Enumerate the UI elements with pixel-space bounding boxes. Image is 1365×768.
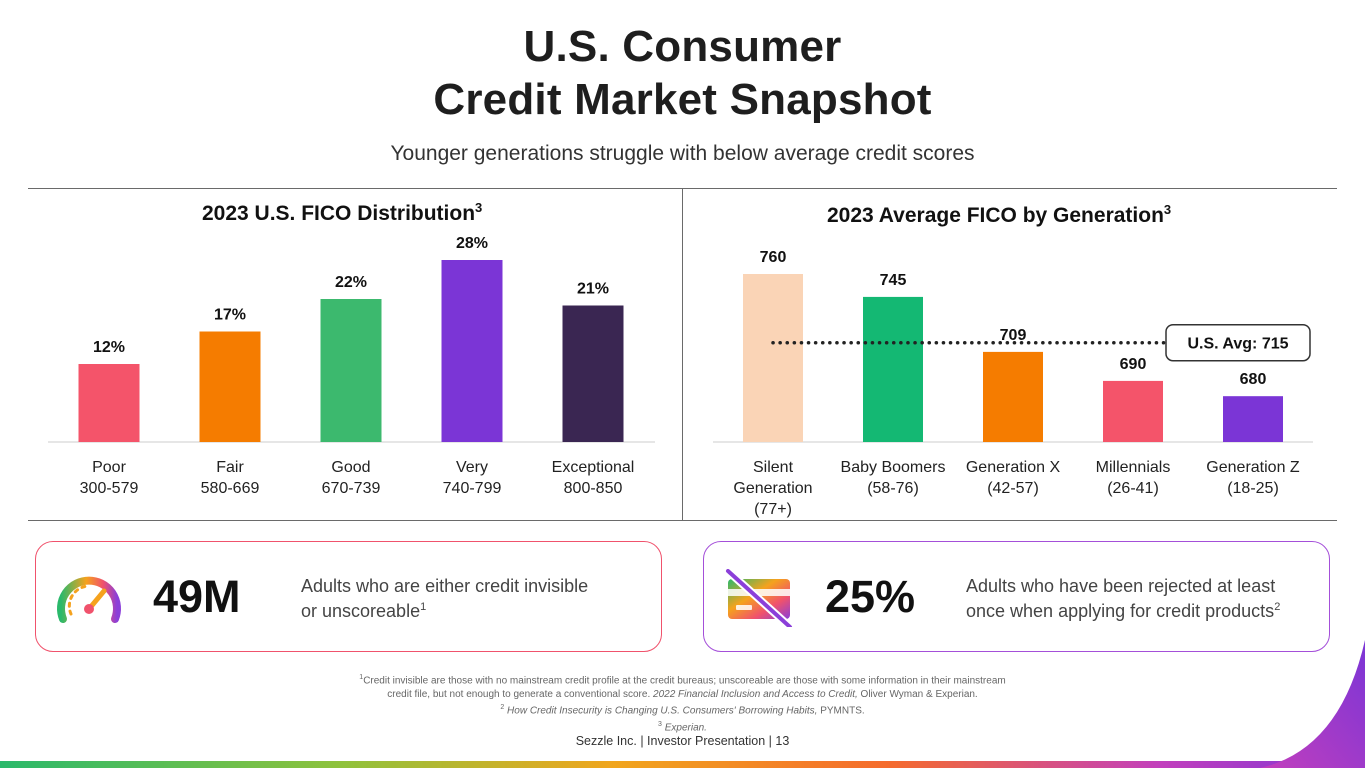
data-label-silent: 760 — [760, 249, 787, 266]
x-tick-range-fair: 580-669 — [201, 480, 260, 497]
x-tick-label-silent-line-3: (77+) — [754, 501, 792, 518]
x-tick-label-generation-z-line-2: (18-25) — [1227, 480, 1279, 497]
us-average-label-box — [1165, 323, 1311, 362]
x-tick-label-baby-boomers-line-1: Baby Boomers — [841, 459, 946, 476]
bar-very — [441, 260, 503, 442]
stat-card-credit-rejected: 25% Adults who have been rejected at lea… — [703, 541, 1330, 652]
stat-description: Adults who are either credit invisible o… — [301, 576, 588, 622]
x-tick-range-exceptional: 800-850 — [564, 480, 623, 497]
footnote-3: 3 Experian. — [0, 718, 1365, 735]
x-tick-label-exceptional: Exceptional — [552, 459, 635, 476]
data-label-generation-z: 680 — [1240, 371, 1267, 388]
brand-corner-shape — [1260, 640, 1365, 768]
x-tick-label-generation-x-line-2: (42-57) — [987, 480, 1039, 497]
chart-1-title-footnote: 3 — [475, 200, 483, 215]
footnote-1-source-title: 2022 Financial Inclusion and Access to C… — [653, 688, 858, 700]
data-label-generation-x: 709 — [1000, 327, 1027, 344]
footnote-1-text-cont: credit file, but not enough to generate … — [387, 688, 651, 700]
footnote-1-cont: credit file, but not enough to generate … — [0, 688, 1365, 702]
data-label-exceptional: 21% — [577, 281, 609, 298]
footnote-1: 1Credit invisible are those with no main… — [0, 671, 1365, 688]
bar-poor — [78, 364, 140, 442]
footnote-3-source: Experian. — [664, 722, 707, 734]
brand-gradient-bar — [0, 761, 1365, 768]
bar-exceptional — [562, 305, 624, 442]
data-label-fair: 17% — [214, 307, 246, 324]
footnote-1-number: 1 — [359, 674, 364, 681]
x-tick-range-good: 670-739 — [322, 480, 381, 497]
chart-1-title-text: 2023 U.S. FICO Distribution — [202, 202, 476, 225]
x-tick-label-very: Very — [456, 459, 488, 476]
us-average-label: U.S. Avg: 715 — [1187, 336, 1288, 353]
x-tick-range-very: 740-799 — [443, 480, 502, 497]
x-tick-label-silent-line-1: Silent — [753, 459, 794, 476]
top-divider — [28, 188, 1337, 189]
x-tick-label-baby-boomers-line-2: (58-76) — [867, 480, 919, 497]
x-tick-label-generation-z-line-1: Generation Z — [1206, 459, 1300, 476]
stat-footnote-ref: 2 — [1274, 601, 1281, 613]
footnote-2-number: 2 — [500, 704, 505, 712]
footnote-2-source: PYMNTS. — [820, 705, 865, 717]
bar-good — [320, 299, 382, 442]
chart-2-title: 2023 Average FICO by Generation3 — [827, 202, 1171, 228]
x-tick-label-fair: Fair — [216, 459, 244, 476]
footnote-2-source-title: How Credit Insecurity is Changing U.S. C… — [507, 705, 818, 717]
footnote-3-number: 3 — [658, 721, 662, 729]
stat-description-line-1: Adults who are either credit invisible — [301, 576, 589, 596]
stat-value: 49M — [153, 571, 241, 622]
page-title: U.S. Consumer Credit Market Snapshot — [0, 20, 1365, 126]
stat-footnote-ref: 1 — [420, 601, 427, 613]
stat-description-line-2: or unscoreable — [301, 601, 421, 621]
stat-description: Adults who have been rejected at least o… — [966, 576, 1280, 622]
stat-description-line-2: once when applying for credit products — [966, 601, 1275, 621]
page-subtitle: Younger generations struggle with below … — [390, 142, 975, 165]
data-label-good: 22% — [335, 274, 367, 291]
footnote-1-text: Credit invisible are those with no mains… — [363, 675, 1006, 687]
gauge-icon — [57, 576, 121, 623]
data-label-very: 28% — [456, 235, 488, 252]
stat-card-credit-invisible: 49M Adults who are either credit invisib… — [35, 541, 662, 652]
stat-description-line-1: Adults who have been rejected at least — [966, 576, 1276, 596]
x-tick-label-good: Good — [331, 459, 370, 476]
footnotes: 1Credit invisible are those with no main… — [0, 671, 1365, 735]
x-tick-label-generation-x-line-1: Generation X — [966, 459, 1061, 476]
footnote-1-source: Oliver Wyman & Experian. — [860, 688, 978, 700]
credit-card-crossed-icon — [725, 569, 793, 627]
bar-fair — [199, 331, 261, 442]
x-tick-range-poor: 300-579 — [80, 480, 139, 497]
center-divider — [682, 189, 683, 521]
stat-value: 25% — [825, 571, 916, 622]
x-tick-label-millennials-line-2: (26-41) — [1107, 480, 1159, 497]
chart-2-title-text: 2023 Average FICO by Generation — [827, 204, 1164, 227]
data-label-millennials: 690 — [1120, 356, 1147, 373]
bar-generation-x — [983, 351, 1043, 442]
footnote-2: 2 How Credit Insecurity is Changing U.S.… — [0, 701, 1365, 718]
bar-millennials — [1103, 380, 1163, 442]
bar-silent — [743, 274, 803, 442]
data-label-baby-boomers: 745 — [880, 272, 907, 289]
title-line-1: U.S. Consumer — [523, 22, 842, 71]
x-tick-label-millennials-line-1: Millennials — [1096, 459, 1171, 476]
x-tick-label-silent-line-2: Generation — [733, 480, 812, 497]
bar-baby-boomers — [863, 296, 923, 442]
data-label-poor: 12% — [93, 339, 125, 356]
chart-2-title-footnote: 3 — [1163, 202, 1172, 217]
title-line-2: Credit Market Snapshot — [433, 75, 932, 124]
chart-1-title: 2023 U.S. FICO Distribution3 — [202, 200, 482, 226]
x-tick-label-poor: Poor — [92, 459, 126, 476]
page-footer: Sezzle Inc. | Investor Presentation | 13 — [575, 734, 790, 748]
charts-canvas: 12% Poor 300-579 17% Fair 580-669 22% Good 670-7… — [48, 235, 1313, 518]
bar-generation-z — [1223, 396, 1283, 442]
